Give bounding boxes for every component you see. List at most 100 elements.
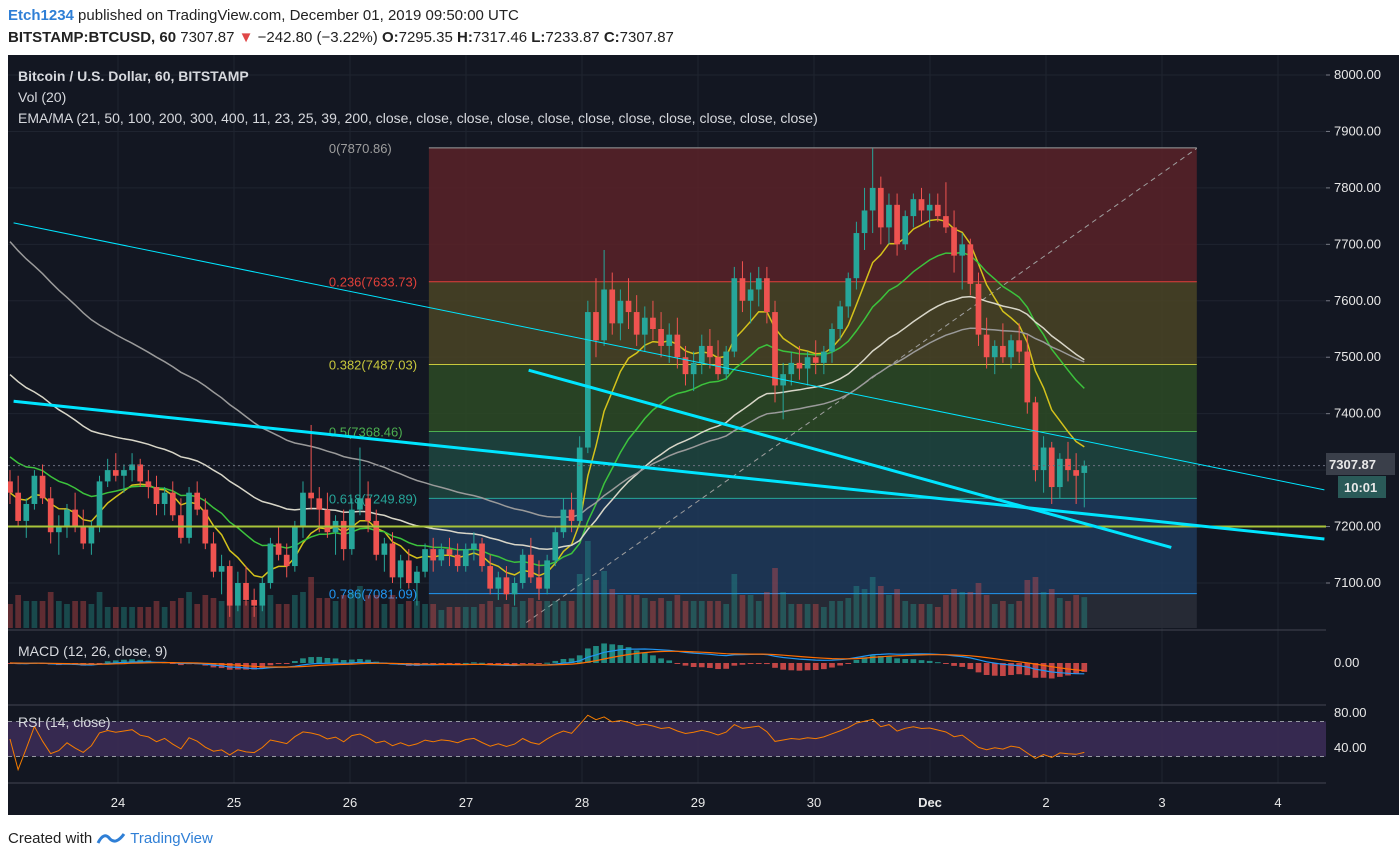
fib-zone [428, 431, 1197, 499]
volume-bar [267, 595, 274, 628]
macd-histogram-bar [674, 663, 681, 664]
last-price: 7307.87 [180, 29, 235, 46]
candle-body [243, 583, 249, 600]
volume-bar [519, 601, 526, 628]
volume-bar [104, 607, 111, 628]
candle-body [544, 560, 550, 589]
trendlines[interactable] [8, 222, 1326, 549]
fib-trend-diagonal [526, 147, 1198, 623]
time-tick-label: 2 [1042, 795, 1049, 810]
macd-histogram-bar [1057, 663, 1063, 677]
macd-histogram-bar [829, 663, 835, 668]
volume-bar [430, 604, 437, 628]
rsi-band [8, 721, 1326, 757]
candle-body [674, 334, 681, 358]
candle-body [682, 357, 689, 375]
macd-histogram-bar [918, 660, 925, 663]
macd-histogram-bar [503, 663, 510, 665]
fib-level-label: 0.786(7081.09) [329, 587, 417, 602]
volume-bar [283, 604, 290, 628]
macd-histogram-bar [1081, 663, 1088, 672]
trendline-thick-descending [528, 368, 1172, 549]
macd-histogram-bar [365, 659, 371, 663]
volume-bar [243, 601, 249, 628]
macd-histogram-bar [121, 659, 127, 663]
candle-body [479, 543, 485, 567]
macd-histogram-bar [707, 663, 713, 668]
volume-bar [804, 604, 811, 628]
price-tick-label: 7400.00 [1334, 406, 1381, 421]
fibonacci-retracement[interactable]: 0(7870.86) 0.236(7633.73) 0.382(7487.03) 0.… [329, 141, 1198, 628]
macd-histogram-bar [877, 656, 884, 663]
candle-body [601, 289, 607, 341]
footer: Created with TradingView [8, 830, 213, 847]
volume-bar [584, 541, 591, 628]
volume-bar [194, 604, 201, 628]
macd-histogram-bar [666, 660, 673, 663]
candle-body [804, 357, 811, 369]
candle-body [129, 464, 135, 471]
volume-bar [951, 589, 957, 628]
candle-body [1065, 458, 1071, 471]
volume-bar [23, 601, 30, 628]
open-label: O: [381, 29, 399, 46]
time-axis[interactable]: 24 25 26 27 28 29 30 Dec 2 3 4 [111, 795, 1282, 810]
volume-bar [332, 601, 339, 628]
candle-body [64, 509, 70, 527]
macd-histogram-bar [788, 663, 795, 671]
macd-histogram-bar [584, 648, 591, 663]
macd-histogram-bar [650, 655, 656, 663]
candle-body [283, 554, 290, 567]
candle-body [519, 554, 526, 583]
candle-body [446, 549, 453, 555]
candle-body [80, 526, 87, 544]
candle-body [300, 492, 306, 527]
macd-histogram-bar [357, 658, 363, 663]
macd-histogram-bar [682, 663, 689, 666]
macd-histogram-bar [764, 663, 770, 665]
candle-body [39, 475, 46, 499]
macd-histogram-bar [235, 663, 241, 670]
volume-bar [178, 598, 184, 628]
volume-bar [633, 595, 640, 628]
volume-bar [690, 601, 697, 628]
candle-body [137, 464, 144, 482]
tradingview-link[interactable]: TradingView [130, 830, 213, 847]
candle-body [226, 566, 233, 606]
macd-histogram-bar [983, 663, 990, 675]
volume-bar [397, 604, 404, 628]
macd-histogram-bar [112, 660, 119, 663]
candle-body [894, 204, 900, 245]
candle-body [186, 492, 192, 538]
candle-body [845, 278, 852, 307]
created-with: Created with [8, 830, 93, 847]
author-link[interactable]: Etch1234 [8, 7, 74, 24]
volume-bar [8, 604, 13, 628]
candle-body [723, 351, 730, 375]
volume-bar [983, 595, 990, 628]
volume-bar [877, 586, 884, 628]
macd-histogram-bar [129, 659, 135, 663]
volume-bar [96, 592, 103, 628]
candle-body [772, 312, 778, 386]
price-axis[interactable]: 7100.007200.007300.007400.007500.007600.… [1326, 55, 1399, 815]
candle-body [169, 492, 176, 516]
volume-bar [414, 601, 420, 628]
volume-bar [72, 601, 78, 628]
macd-histogram-bar [658, 658, 664, 663]
trendline-thin-upper [13, 222, 1325, 491]
volume-bar [259, 604, 266, 628]
macd-tick-label: 0.00 [1334, 655, 1359, 670]
candle-body [991, 345, 998, 358]
time-tick-label: 3 [1158, 795, 1165, 810]
candle-body [690, 362, 697, 375]
candle-body [438, 549, 445, 561]
macd-histogram-bar [975, 663, 982, 673]
candle-body [918, 199, 925, 211]
time-tick-label: 4 [1274, 795, 1281, 810]
macd-histogram-bar [1032, 663, 1039, 678]
volume-bar [340, 595, 347, 628]
price-chart[interactable]: 0(7870.86) 0.236(7633.73) 0.382(7487.03) 0.… [8, 55, 1326, 815]
price-tick-label: 7500.00 [1334, 349, 1381, 364]
price-tick-label: 7100.00 [1334, 575, 1381, 590]
